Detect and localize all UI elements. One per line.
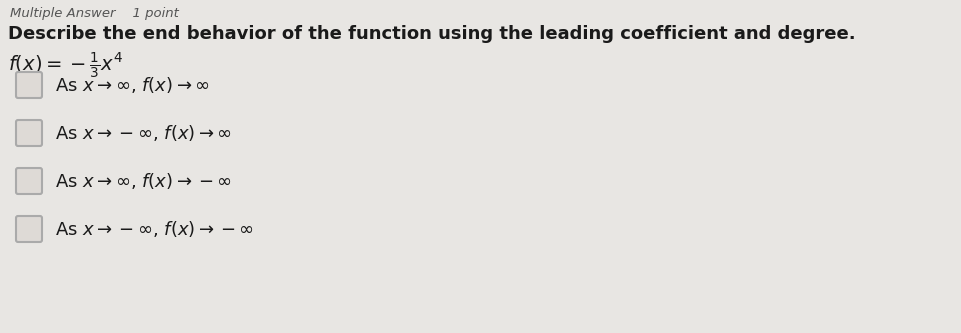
Text: Multiple Answer    1 point: Multiple Answer 1 point: [10, 7, 179, 20]
Text: Describe the end behavior of the function using the leading coefficient and degr: Describe the end behavior of the functio…: [8, 25, 854, 43]
FancyBboxPatch shape: [16, 168, 42, 194]
Text: As $x \to \infty$, $f(x) \to \infty$: As $x \to \infty$, $f(x) \to \infty$: [55, 75, 209, 95]
Text: As $x \to -\infty$, $f(x) \to -\infty$: As $x \to -\infty$, $f(x) \to -\infty$: [55, 219, 254, 239]
Text: As $x \to -\infty$, $f(x) \to \infty$: As $x \to -\infty$, $f(x) \to \infty$: [55, 123, 232, 143]
FancyBboxPatch shape: [16, 72, 42, 98]
Text: $f(x) = -\frac{1}{3}x^4$: $f(x) = -\frac{1}{3}x^4$: [8, 51, 123, 81]
FancyBboxPatch shape: [16, 216, 42, 242]
FancyBboxPatch shape: [16, 120, 42, 146]
Text: As $x \to \infty$, $f(x) \to -\infty$: As $x \to \infty$, $f(x) \to -\infty$: [55, 171, 232, 191]
